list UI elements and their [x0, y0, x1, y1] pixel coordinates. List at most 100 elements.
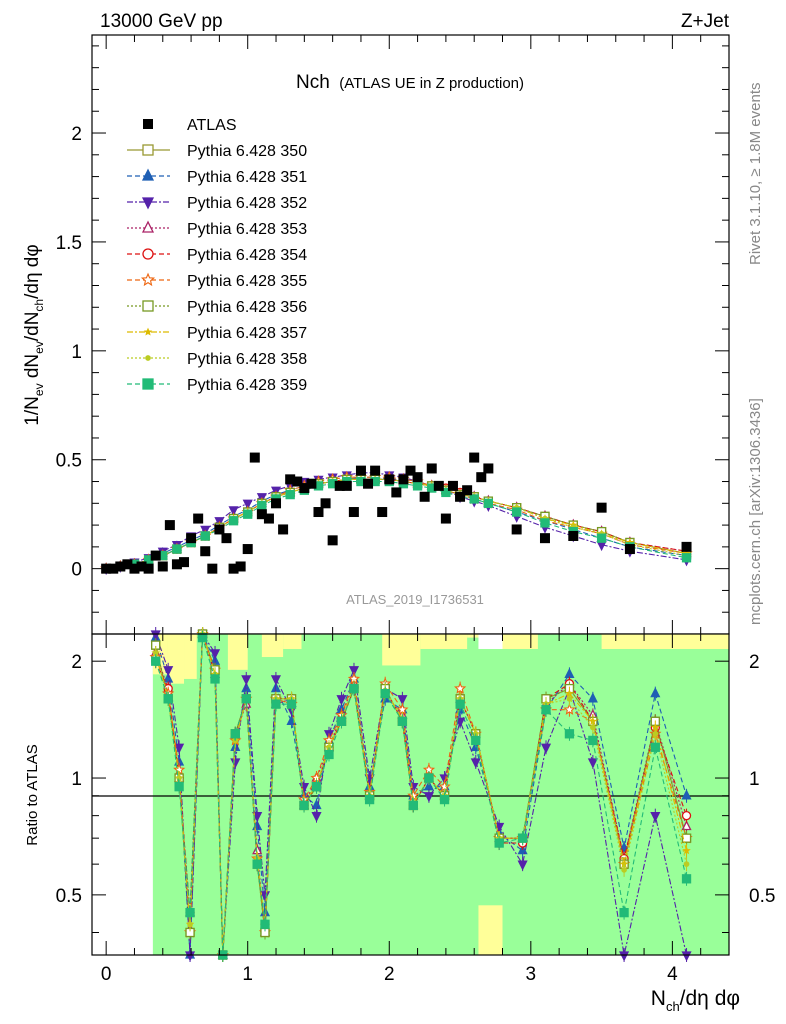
ratio-panel: 0.5 0.5 1 1 2 2 Ratio to ATLAS — [24, 627, 775, 962]
atlas-data-point — [348, 507, 359, 518]
atlas-data-point — [469, 452, 480, 463]
atlas-data-point — [193, 513, 204, 524]
atlas-data-point — [256, 509, 267, 520]
legend-atlas-marker — [143, 119, 153, 129]
atlas-data-point — [235, 561, 246, 572]
ratio-marker-359 — [588, 735, 598, 746]
legend-label-353: Pythia 6.428 353 — [187, 221, 307, 238]
ratio-ytick-label-right: 2 — [749, 652, 760, 673]
header-right: Z+Jet — [681, 11, 730, 32]
ratio-marker-356 — [681, 833, 692, 843]
atlas-data-point — [186, 533, 197, 544]
legend-marker-351 — [141, 168, 155, 181]
ratio-marker-359 — [364, 794, 375, 805]
ratio-marker-359 — [564, 729, 575, 739]
atlas-data-point — [242, 544, 253, 555]
atlas-data-point — [221, 533, 232, 544]
main-marker-359 — [540, 518, 550, 528]
atlas-data-point — [426, 463, 437, 474]
ratio-marker-352 — [174, 743, 185, 754]
band-outer-top-7 — [420, 634, 468, 649]
ratio-marker-352 — [423, 792, 434, 803]
ratio-marker-352 — [681, 951, 692, 962]
ratio-marker-359 — [380, 688, 390, 699]
atlas-data-point — [179, 557, 190, 568]
atlas-data-point — [433, 480, 444, 491]
ratio-marker-359 — [286, 699, 297, 709]
ratio-marker-359 — [299, 800, 309, 811]
ratio-marker-352 — [348, 666, 360, 677]
legend-label-355: Pythia 6.428 355 — [187, 273, 307, 290]
x-tick-label: 3 — [526, 964, 537, 985]
ratio-marker-352 — [455, 717, 466, 728]
ratio-marker-358 — [621, 867, 627, 873]
main-marker-352 — [242, 499, 253, 510]
legend: ATLAS Pythia 6.428 350 Pythia 6.428 351 Pyt… — [127, 117, 307, 394]
ratio-marker-357 — [682, 846, 691, 855]
main-marker-359 — [469, 494, 479, 504]
ratio-marker-359 — [397, 716, 408, 726]
x-tick-label: 2 — [384, 964, 395, 985]
atlas-data-point — [596, 502, 607, 513]
atlas-data-point — [122, 559, 133, 570]
legend-atlas-label: ATLAS — [187, 117, 237, 134]
x-tick-label: 4 — [667, 964, 678, 985]
legend-label-350: Pythia 6.428 350 — [187, 143, 307, 160]
ratio-marker-359 — [471, 735, 481, 746]
main-ylabel: 1/Nev dNev/dNch/dη dφ — [22, 244, 46, 425]
main-marker-359 — [257, 500, 267, 511]
atlas-data-point — [440, 513, 451, 524]
main-marker-359 — [243, 509, 253, 519]
atlas-data-point — [681, 541, 692, 552]
ratio-marker-359 — [241, 694, 251, 704]
main-marker-359 — [441, 487, 451, 498]
atlas-data-point — [624, 544, 635, 555]
ratio-marker-359 — [197, 632, 208, 643]
atlas-data-point — [101, 563, 112, 574]
main-ytick-label: 0 — [71, 560, 82, 581]
ratio-marker-359 — [681, 874, 692, 884]
atlas-data-point — [334, 480, 345, 491]
ratio-marker-355 — [563, 703, 576, 715]
legend-label-359: Pythia 6.428 359 — [187, 377, 307, 394]
ratio-marker-359 — [517, 833, 528, 843]
ratio-curve-358 — [155, 633, 688, 956]
atlas-data-point — [455, 491, 466, 502]
ratio-marker-352 — [270, 675, 281, 686]
main-data-points — [101, 452, 692, 574]
ratio-marker-352 — [619, 951, 630, 962]
band-outer-top-1 — [167, 634, 185, 684]
ratio-marker-351 — [241, 682, 252, 693]
atlas-data-point — [405, 465, 416, 476]
ratio-marker-352 — [397, 695, 408, 706]
main-marker-359 — [483, 498, 494, 508]
ratio-panel-frame — [91, 633, 730, 956]
atlas-data-point — [447, 480, 458, 491]
x-axis: 0 1 2 3 4 — [101, 964, 678, 985]
legend-label-352: Pythia 6.428 352 — [187, 195, 307, 212]
atlas-data-point — [568, 530, 579, 541]
atlas-data-point — [171, 559, 182, 570]
atlas-data-point — [341, 480, 352, 491]
legend-marker-358 — [145, 355, 151, 361]
ratio-marker-359 — [174, 782, 184, 792]
legend-marker-354 — [142, 248, 154, 260]
x-tick-label: 1 — [242, 964, 253, 985]
main-panel: 0 0.5 1 1.5 2 Nch (ATLAS UE in Z production)… — [22, 34, 730, 635]
ratio-marker-352 — [252, 811, 263, 823]
atlas-data-point — [306, 478, 317, 489]
ratio-marker-359 — [424, 773, 434, 783]
atlas-data-point — [355, 465, 366, 476]
ratio-marker-358 — [590, 724, 596, 731]
atlas-data-point — [207, 563, 218, 574]
ratio-marker-352 — [650, 811, 661, 823]
atlas-data-point — [271, 498, 282, 509]
ratio-marker-352 — [336, 695, 347, 706]
band-gap-top — [478, 634, 503, 649]
mcplots-label: mcplots.cern.ch [arXiv:1306.3436] — [747, 398, 764, 625]
ratio-marker-359 — [230, 729, 240, 739]
header-left: 13000 GeV pp — [100, 11, 223, 32]
atlas-data-point — [292, 476, 303, 487]
ratio-ytick-label-right: 1 — [749, 769, 760, 790]
ratio-ylabel: Ratio to ATLAS — [24, 744, 41, 845]
